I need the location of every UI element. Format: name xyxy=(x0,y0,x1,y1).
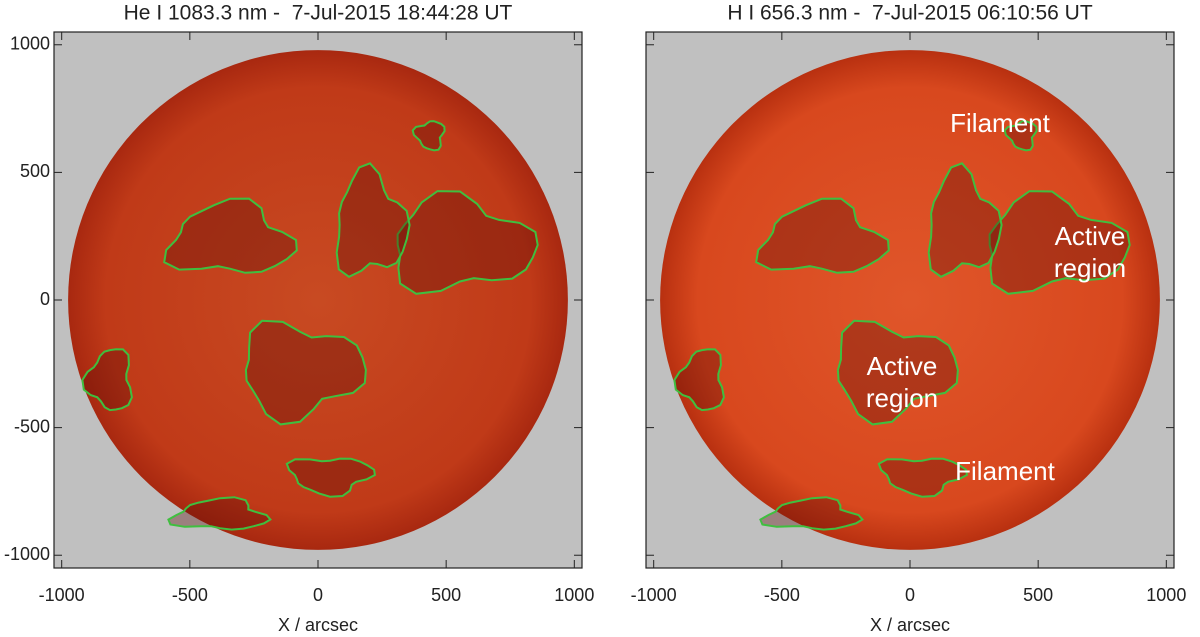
dark-region xyxy=(336,163,410,277)
contour xyxy=(244,319,367,426)
dark-region xyxy=(928,163,1002,277)
dark-region xyxy=(245,320,366,425)
annotation: Active xyxy=(867,351,938,381)
contour xyxy=(927,162,1003,278)
contour xyxy=(836,319,959,426)
contour xyxy=(285,457,376,498)
solar-disk xyxy=(68,50,568,550)
dark-region xyxy=(760,497,863,530)
dark-region xyxy=(164,198,297,273)
annotation: Filament xyxy=(955,456,1055,486)
dark-region xyxy=(1004,121,1037,151)
dark-region xyxy=(674,349,724,411)
dark-region xyxy=(837,320,958,425)
x-tick-label: 0 xyxy=(313,585,323,605)
contour xyxy=(877,457,968,498)
dark-region xyxy=(756,198,889,273)
annotation: Filament xyxy=(950,108,1050,138)
x-tick-label: -500 xyxy=(764,585,800,605)
dark-region xyxy=(168,497,271,530)
dark-region xyxy=(878,458,967,497)
x-tick-label: -1000 xyxy=(631,585,677,605)
contour xyxy=(673,348,725,412)
x-tick-label: 1000 xyxy=(554,585,594,605)
x-tick-label: -1000 xyxy=(39,585,85,605)
solar-disk xyxy=(660,50,1160,550)
panel-title: He I 1083.3 nm - 7-Jul-2015 18:44:28 UT xyxy=(124,2,513,25)
x-tick-label: 0 xyxy=(905,585,915,605)
annotation: region xyxy=(866,383,938,413)
x-tick-label: 500 xyxy=(431,585,461,605)
contour xyxy=(163,197,298,274)
dark-region xyxy=(989,191,1130,294)
contour xyxy=(396,190,539,295)
x-tick-label: 1000 xyxy=(1146,585,1186,605)
y-tick-label: -500 xyxy=(14,416,50,436)
dark-region xyxy=(412,121,445,151)
dark-region xyxy=(82,349,132,411)
y-tick-label: 1000 xyxy=(10,34,50,54)
dark-region xyxy=(397,191,538,294)
contour xyxy=(755,197,890,274)
y-tick-label: -1000 xyxy=(4,544,50,564)
y-tick-label: 500 xyxy=(20,161,50,181)
annotation: Active xyxy=(1055,221,1126,251)
dark-region xyxy=(286,458,375,497)
y-tick-label: 0 xyxy=(40,289,50,309)
annotation: region xyxy=(1054,253,1126,283)
x-tick-label: 500 xyxy=(1023,585,1053,605)
contour xyxy=(411,120,446,152)
contour xyxy=(167,496,272,531)
panel-title: H I 656.3 nm - 7-Jul-2015 06:10:56 UT xyxy=(727,2,1093,25)
x-axis-label: X / arcsec xyxy=(278,615,358,635)
x-tick-label: -500 xyxy=(172,585,208,605)
contour xyxy=(335,162,411,278)
contour xyxy=(759,496,864,531)
contour xyxy=(81,348,133,412)
contour xyxy=(1003,120,1038,152)
contour xyxy=(988,190,1131,295)
x-axis-label: X / arcsec xyxy=(870,615,950,635)
